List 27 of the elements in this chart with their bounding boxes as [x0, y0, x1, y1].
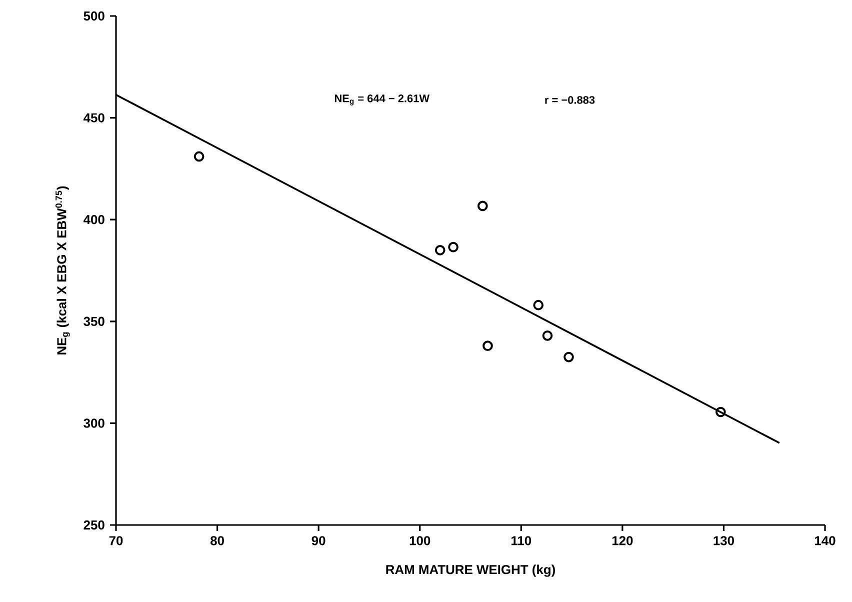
- x-tick-label: 70: [109, 536, 123, 546]
- x-tick-label: 90: [312, 536, 326, 546]
- y-tick-label: 300: [84, 418, 104, 428]
- y-tick-label: 350: [84, 316, 104, 326]
- x-tick-label: 80: [210, 536, 224, 546]
- y-tick-label: 400: [84, 215, 104, 224]
- y-tick-label: 500: [84, 11, 104, 21]
- annotation: NE$_{g}$ = 644 − 2.61W: [334, 94, 430, 106]
- point: [448, 242, 458, 252]
- x-tick-label: 140: [815, 536, 836, 546]
- x-tick-label: 130: [714, 536, 734, 546]
- x-tick-label: 110: [512, 536, 532, 546]
- y-tick-label: 450: [84, 113, 104, 122]
- point: [715, 406, 726, 418]
- point: [194, 151, 204, 162]
- point: [434, 244, 446, 256]
- point: [477, 200, 488, 212]
- x-tick-label: 100: [410, 536, 430, 546]
- point: [542, 330, 553, 341]
- y-axis-title: NE$_{g}$ (kcal X EBG X EBW$^{0.75}$): [56, 186, 70, 354]
- annotation: r = −0.883: [545, 96, 595, 104]
- y-tick-label: 250: [84, 520, 104, 530]
- point: [533, 300, 544, 310]
- x-axis-title: RAM MATURE WEIGHT (kg): [386, 564, 555, 577]
- x-tick-label: 120: [612, 536, 633, 546]
- point: [482, 340, 493, 352]
- point: [564, 352, 574, 362]
